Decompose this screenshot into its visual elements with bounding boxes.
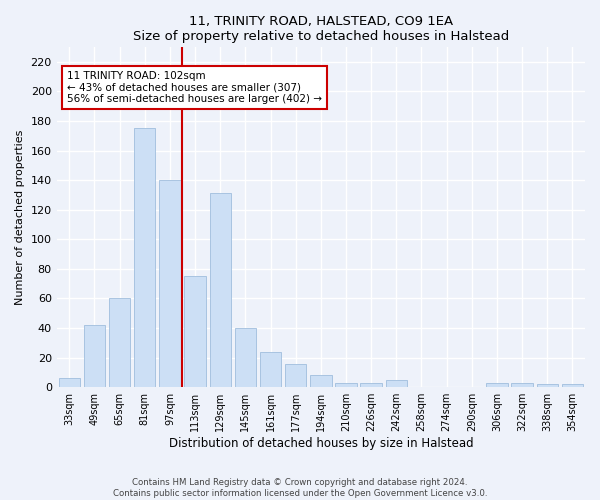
Bar (285, 364, 307, 387)
Title: 11, TRINITY ROAD, HALSTEAD, CO9 1EA
Size of property relative to detached houses: 11, TRINITY ROAD, HALSTEAD, CO9 1EA Size… (133, 15, 509, 43)
Text: 11 TRINITY ROAD: 102sqm
← 43% of detached houses are smaller (307)
56% of semi-d: 11 TRINITY ROAD: 102sqm ← 43% of detache… (67, 71, 322, 104)
Bar (386, 380, 407, 387)
Bar (109, 298, 130, 387)
Bar (134, 128, 155, 387)
Y-axis label: Number of detached properties: Number of detached properties (15, 130, 25, 305)
Bar (335, 383, 356, 387)
Bar (310, 376, 332, 387)
Bar (562, 384, 583, 387)
Bar (159, 180, 181, 387)
Bar (361, 383, 382, 387)
Bar (59, 378, 80, 387)
Bar (235, 328, 256, 387)
Bar (511, 383, 533, 387)
Bar (209, 194, 231, 387)
Bar (84, 325, 105, 387)
Bar (260, 352, 281, 387)
Bar (536, 384, 558, 387)
Text: Contains HM Land Registry data © Crown copyright and database right 2024.
Contai: Contains HM Land Registry data © Crown c… (113, 478, 487, 498)
Bar (184, 276, 206, 387)
X-axis label: Distribution of detached houses by size in Halstead: Distribution of detached houses by size … (169, 437, 473, 450)
Bar (486, 383, 508, 387)
